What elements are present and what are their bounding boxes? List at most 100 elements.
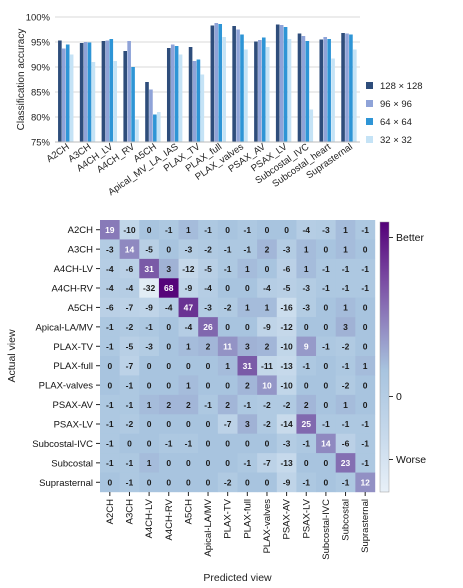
heatmap-cell-value: 0 bbox=[166, 341, 171, 351]
heatmap-cell bbox=[296, 414, 317, 434]
heatmap-cell bbox=[139, 433, 160, 454]
heatmap-cell bbox=[296, 278, 317, 298]
heatmap-cell bbox=[316, 239, 336, 260]
heatmap-cell-value: 0 bbox=[127, 439, 132, 449]
heatmap-cell bbox=[316, 414, 336, 434]
heatmap-cell bbox=[316, 297, 336, 318]
bar-PLAX_valves-0 bbox=[232, 26, 236, 142]
heatmap-cell bbox=[119, 317, 140, 337]
bar-Subcostal_IVC-0 bbox=[297, 33, 302, 142]
heatmap-cell-value: -1 bbox=[106, 400, 114, 410]
heatmap-cell bbox=[237, 336, 258, 357]
heatmap-cell-value: 0 bbox=[166, 380, 171, 390]
heatmap-cell-value: 2 bbox=[206, 341, 211, 351]
heatmap-cell bbox=[178, 258, 199, 279]
heatmap-col-label: A5CH bbox=[183, 499, 194, 524]
heatmap-cell bbox=[178, 472, 199, 493]
heatmap-cell-value: -4 bbox=[106, 283, 114, 293]
heatmap-cell-value: -1 bbox=[126, 477, 134, 487]
heatmap-cell-value: 23 bbox=[341, 458, 351, 468]
heatmap-col-label: Subcostal-IVC bbox=[321, 499, 332, 560]
heatmap-cell bbox=[335, 239, 356, 260]
heatmap-cell-value: -6 bbox=[342, 439, 350, 449]
heatmap-cell bbox=[276, 433, 297, 454]
heatmap-cell-value: 0 bbox=[206, 380, 211, 390]
heatmap-cell-value: 68 bbox=[164, 283, 174, 293]
heatmap-cell bbox=[178, 239, 199, 260]
heatmap-cell-value: -1 bbox=[361, 439, 369, 449]
heatmap-cell-value: -1 bbox=[106, 419, 114, 429]
heatmap-cell-value: 0 bbox=[225, 322, 230, 332]
heatmap-cell-value: 0 bbox=[265, 439, 270, 449]
heatmap-cell-value: 2 bbox=[225, 400, 230, 410]
bar-A4CH_LV-3 bbox=[113, 61, 118, 142]
heatmap-cell-value: -4 bbox=[165, 303, 173, 313]
heatmap-cell bbox=[355, 394, 376, 415]
heatmap-cell bbox=[296, 336, 317, 357]
heatmap-cell bbox=[139, 258, 160, 279]
heatmap-cell-value: 1 bbox=[147, 400, 152, 410]
heatmap-cell-value: -16 bbox=[280, 303, 293, 313]
bar-PLAX_valves-2 bbox=[240, 34, 244, 142]
heatmap-cell-value: 0 bbox=[265, 225, 270, 235]
heatmap-cell bbox=[139, 336, 160, 357]
heatmap-row-label: A4CH-LV bbox=[54, 264, 94, 275]
heatmap-cell bbox=[276, 414, 297, 434]
heatmap-cell bbox=[237, 258, 258, 279]
heatmap-row-label: A4CH-RV bbox=[51, 284, 93, 295]
heatmap-cell bbox=[217, 394, 238, 415]
heatmap-cell-value: 0 bbox=[206, 439, 211, 449]
heatmap-cell-value: 12 bbox=[360, 477, 370, 487]
heatmap-cell-value: -1 bbox=[126, 380, 134, 390]
heatmap-cell-value: 0 bbox=[324, 303, 329, 313]
heatmap-cell-value: 0 bbox=[245, 439, 250, 449]
heatmap-cell bbox=[257, 220, 277, 240]
confusion-difference-heatmap: 19 -10 0 -1 1 -1 0 -1 0 0 -4 -3 1 -1-3 14 -5 0 -3 -2 -1 -1 2-… bbox=[6, 220, 426, 584]
colorbar bbox=[379, 221, 390, 493]
heatmap-cell-value: 0 bbox=[363, 380, 368, 390]
heatmap-cell bbox=[198, 297, 219, 318]
heatmap-cell-value: -1 bbox=[106, 341, 114, 351]
bar-ytick-label: 100% bbox=[26, 13, 51, 24]
legend-swatch bbox=[366, 100, 373, 107]
heatmap-x-axis-title: Predicted view bbox=[203, 572, 272, 584]
heatmap-cell bbox=[100, 414, 120, 434]
legend-swatch bbox=[366, 82, 373, 89]
heatmap-cell bbox=[276, 472, 297, 493]
heatmap-cell-value: -2 bbox=[224, 477, 232, 487]
heatmap-cell-value: -6 bbox=[283, 264, 291, 274]
heatmap-cell bbox=[100, 472, 120, 493]
bar-Apical_MV_LA_IAS-0 bbox=[166, 48, 171, 142]
heatmap-cell bbox=[257, 258, 277, 279]
heatmap-cell-value: -1 bbox=[342, 477, 350, 487]
heatmap-cell bbox=[237, 317, 258, 337]
heatmap-cell bbox=[335, 317, 356, 337]
bar-ytick-label: 85% bbox=[31, 88, 51, 99]
heatmap-cell-value: 0 bbox=[324, 400, 329, 410]
heatmap-cell-value: 0 bbox=[265, 477, 270, 487]
bar-Apical_MV_LA_IAS-2 bbox=[174, 46, 179, 142]
heatmap-cell bbox=[100, 239, 120, 260]
heatmap-cell bbox=[178, 356, 199, 376]
bar-PSAX_LV-2 bbox=[283, 27, 288, 142]
heatmap-cell bbox=[198, 220, 219, 240]
heatmap-cell-value: 2 bbox=[265, 244, 270, 254]
bar-A4CH_RV-3 bbox=[135, 119, 139, 142]
heatmap-cell bbox=[355, 356, 376, 376]
heatmap-cell bbox=[257, 356, 277, 376]
heatmap-row-label: PLAX-TV bbox=[53, 342, 93, 353]
heatmap-cell bbox=[100, 278, 120, 298]
heatmap-cell bbox=[296, 220, 317, 240]
heatmap-cell bbox=[178, 278, 199, 298]
heatmap-cell bbox=[296, 433, 317, 454]
heatmap-cell bbox=[217, 414, 238, 434]
heatmap-cell-value: -7 bbox=[126, 303, 134, 313]
heatmap-cell-value: -1 bbox=[224, 264, 232, 274]
heatmap-cell-value: -4 bbox=[106, 264, 114, 274]
heatmap-cell-value: 1 bbox=[343, 244, 348, 254]
heatmap-cell bbox=[139, 356, 160, 376]
bar-A2CH-3 bbox=[69, 54, 74, 142]
heatmap-cell bbox=[355, 258, 376, 279]
heatmap-cell bbox=[198, 433, 219, 454]
heatmap-cell-value: -1 bbox=[342, 419, 350, 429]
